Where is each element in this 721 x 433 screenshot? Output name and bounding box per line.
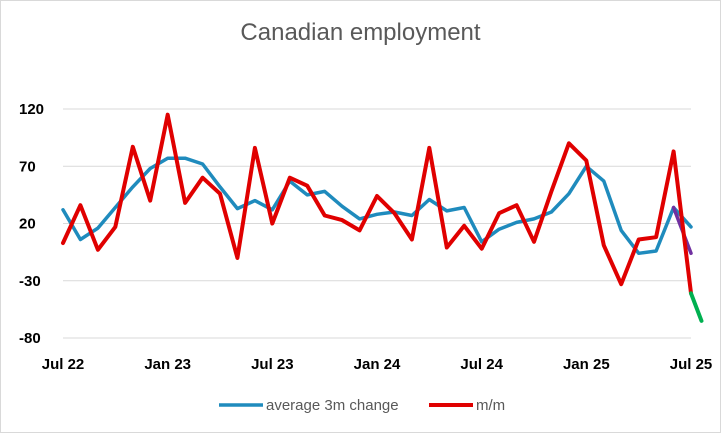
x-tick-label: Jul 24	[460, 356, 503, 373]
legend-label: average 3m change	[266, 397, 399, 414]
series-line-m-m	[61, 112, 693, 296]
series-lines	[61, 112, 704, 323]
y-tick-label: -80	[19, 330, 41, 347]
x-tick-label: Jan 23	[144, 356, 191, 373]
x-tick-label: Jul 22	[42, 356, 85, 373]
x-tick-label: Jan 24	[354, 356, 401, 373]
legend-label: m/m	[476, 397, 505, 414]
y-tick-label: 120	[19, 101, 44, 118]
gridlines	[63, 108, 691, 339]
y-axis-ticks: -80 -30 20 70 120	[19, 101, 44, 347]
x-tick-label: Jan 25	[563, 356, 610, 373]
chart-title: Canadian employment	[240, 19, 481, 46]
y-tick-label: 70	[19, 158, 36, 175]
x-tick-label: Jul 23	[251, 356, 294, 373]
series-tail-m-m	[689, 291, 704, 323]
y-tick-label: 20	[19, 216, 36, 233]
x-tick-label: Jul 25	[670, 356, 713, 373]
y-tick-label: -30	[19, 273, 41, 290]
x-axis-ticks: Jul 22 Jan 23 Jul 23 Jan 24 Jul 24 Jan 25 Jul …	[42, 356, 713, 373]
legend: average 3m change m/m	[219, 397, 505, 414]
